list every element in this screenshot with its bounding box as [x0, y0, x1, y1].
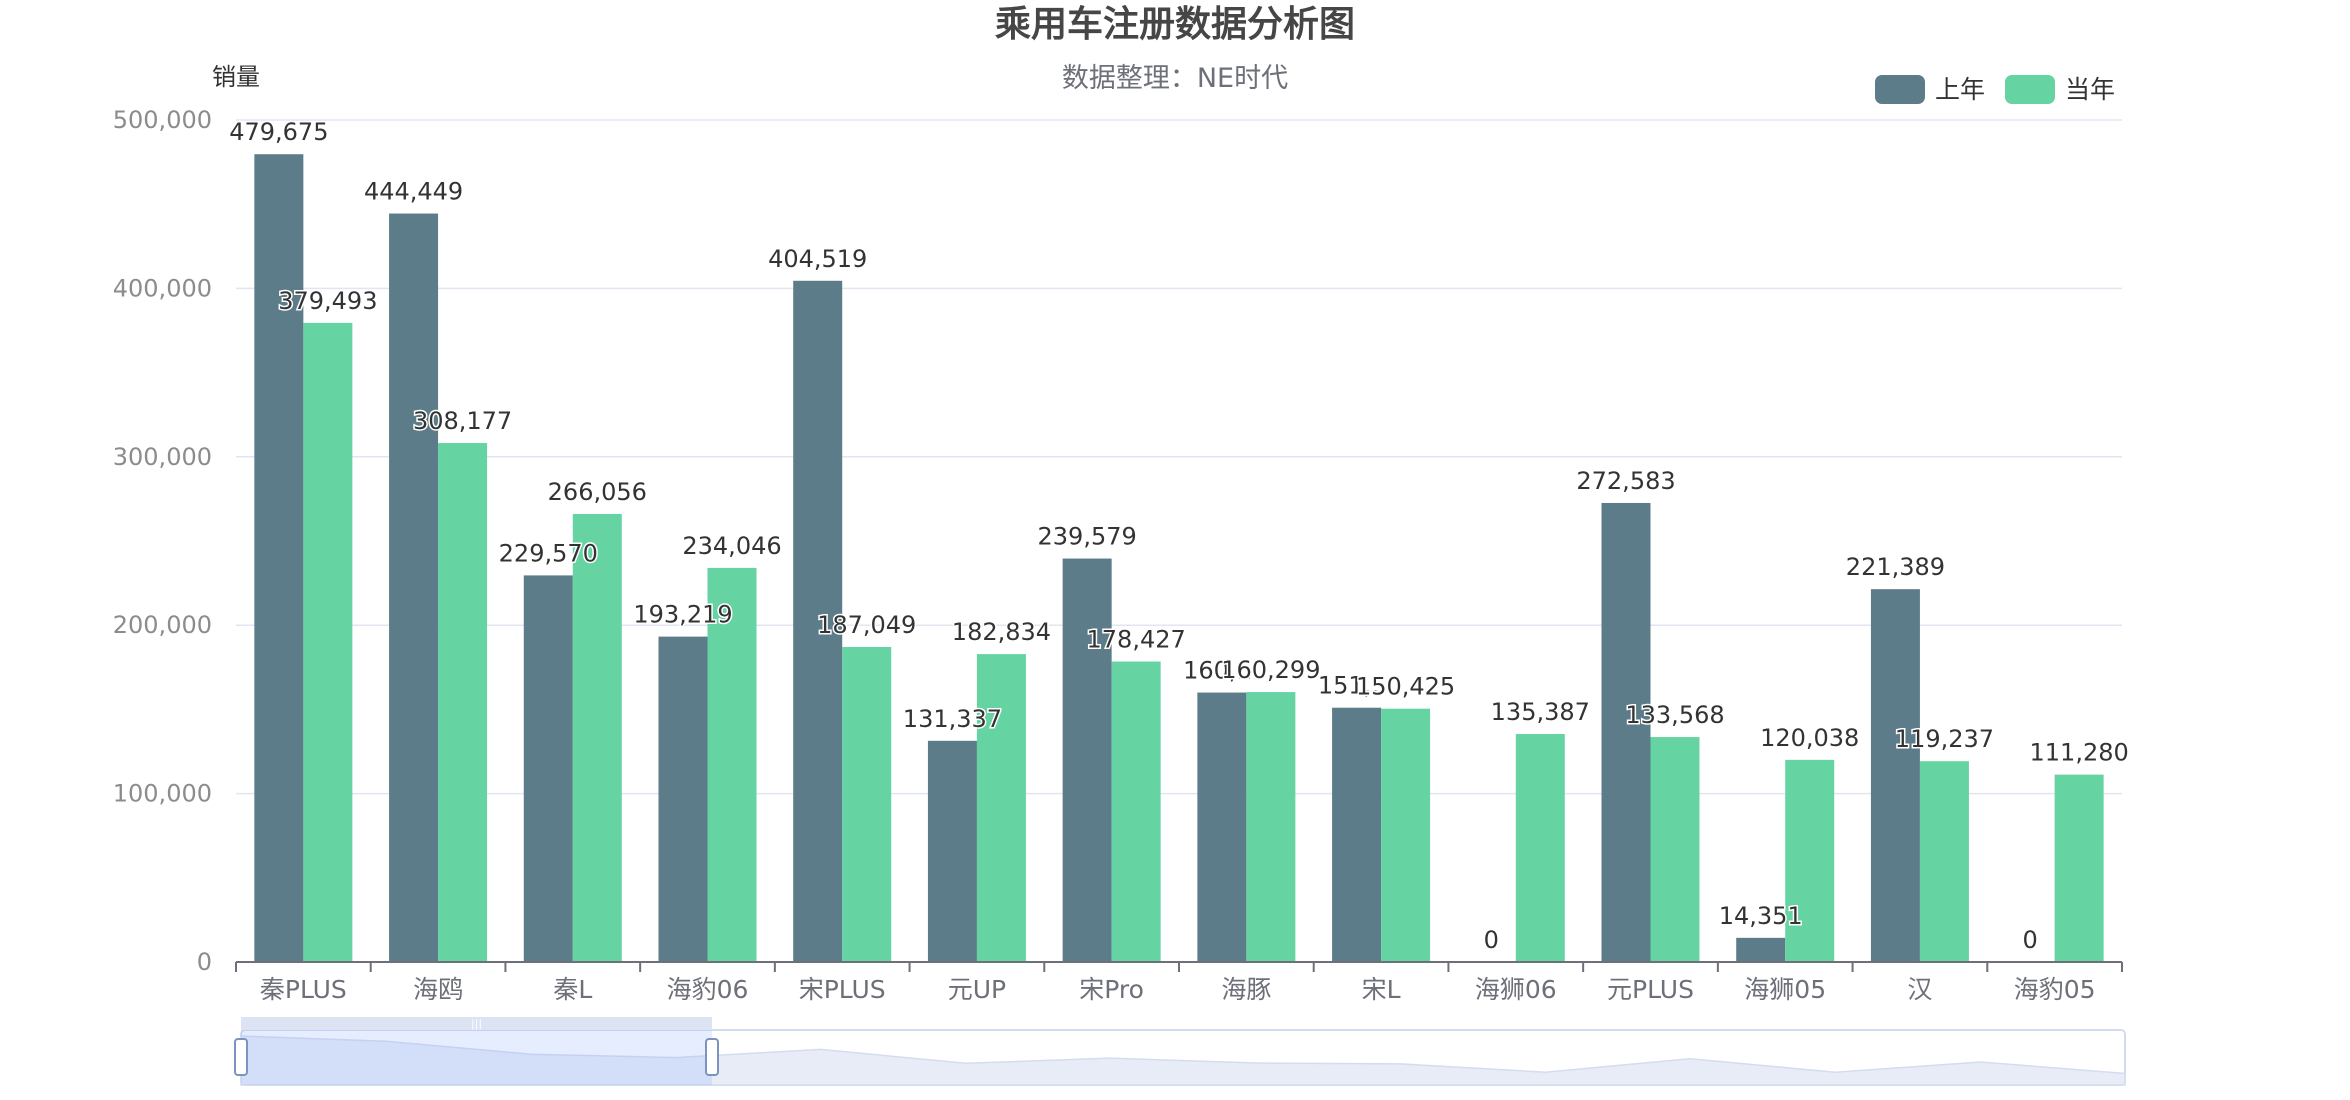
bar-当年[interactable] [1112, 662, 1161, 962]
legend-label[interactable]: 上年 [1935, 75, 1985, 104]
data-label: 479,675 [229, 118, 328, 146]
zoom-selected-window[interactable] [241, 1030, 712, 1085]
y-tick-label: 400,000 [113, 274, 212, 302]
data-label: 234,046 [682, 532, 781, 560]
chart-title: 乘用车注册数据分析图 [995, 4, 1355, 45]
bar-上年[interactable] [1197, 693, 1246, 962]
bar-当年[interactable] [977, 654, 1026, 962]
x-tick-label: 元PLUS [1607, 975, 1694, 1004]
x-tick-label: 秦PLUS [260, 975, 347, 1004]
bar-当年[interactable] [303, 323, 352, 962]
data-label: 160,299 [1221, 656, 1320, 684]
bar-当年[interactable] [842, 647, 891, 962]
x-tick-label: 秦L [553, 975, 592, 1004]
data-label: 187,049 [817, 611, 916, 639]
data-label: 111,280 [2030, 739, 2129, 767]
legend-label[interactable]: 当年 [2065, 75, 2115, 104]
x-tick-label: 海狮05 [1744, 975, 1826, 1004]
bar-上年[interactable] [1736, 938, 1785, 962]
y-tick-label: 0 [197, 948, 212, 976]
bar-上年[interactable] [1332, 708, 1381, 962]
bar-当年[interactable] [1246, 692, 1295, 962]
grip-icon: ||| [471, 1017, 482, 1030]
bar-当年[interactable] [1785, 760, 1834, 962]
data-label: 120,038 [1760, 724, 1859, 752]
bar-当年[interactable] [2055, 775, 2104, 962]
data-label: 308,177 [413, 407, 512, 435]
y-tick-label: 500,000 [113, 106, 212, 134]
legend-swatch[interactable] [1875, 75, 1925, 104]
data-label: 193,219 [633, 601, 732, 629]
legend[interactable]: 上年 当年 [1875, 75, 2115, 104]
bar-上年[interactable] [389, 214, 438, 962]
bar-当年[interactable] [573, 514, 622, 962]
y-tick-label: 300,000 [113, 443, 212, 471]
x-tick-label: 海豹06 [667, 975, 749, 1004]
data-label: 266,056 [548, 478, 647, 506]
bar-当年[interactable] [1516, 734, 1565, 962]
zoom-resize-handle[interactable] [706, 1039, 718, 1075]
bar-上年[interactable] [1063, 559, 1112, 962]
x-tick-label: 海豚 [1221, 975, 1271, 1004]
data-zoom-slider[interactable]: ||| [235, 1017, 2125, 1085]
x-tick-label: 海狮06 [1475, 975, 1557, 1004]
bar-当年[interactable] [1651, 737, 1700, 962]
x-tick-label: 元UP [948, 975, 1006, 1004]
data-label: 221,389 [1846, 553, 1945, 581]
grid-lines [236, 120, 2122, 794]
x-tick-label: 汉 [1907, 975, 1932, 1004]
data-label: 379,493 [278, 287, 377, 315]
y-axis-name: 销量 [212, 63, 260, 91]
data-labels: 479,675 444,449 229,570 193,219 404,519 131,3… [229, 118, 2129, 954]
data-label: 229,570 [499, 539, 598, 567]
x-tick-label: 宋L [1362, 975, 1401, 1004]
data-label: 239,579 [1038, 523, 1137, 551]
data-label: 444,449 [364, 178, 463, 206]
y-tick-label: 100,000 [113, 780, 212, 808]
data-label: 14,351 [1719, 902, 1803, 930]
data-label: 135,387 [1491, 698, 1590, 726]
bar-上年[interactable] [1871, 589, 1920, 962]
chart-subtitle: 数据整理：NE时代 [1062, 63, 1288, 94]
bar-当年[interactable] [1920, 761, 1969, 962]
x-tick-label: 宋PLUS [799, 975, 886, 1004]
data-label: 119,237 [1895, 725, 1994, 753]
bar-当年[interactable] [1381, 709, 1430, 962]
bar-上年[interactable] [928, 741, 977, 962]
data-label: 404,519 [768, 245, 867, 273]
data-label: 182,834 [952, 618, 1051, 646]
y-axis-ticks: 0 100,000 200,000 300,000 400,000 500,000 [113, 106, 212, 976]
bar-上年[interactable] [524, 575, 573, 962]
data-label: 0 [1484, 926, 1499, 954]
data-label: 150,425 [1356, 673, 1455, 701]
data-label: 131,337 [903, 705, 1002, 733]
bar-上年[interactable] [254, 154, 303, 962]
data-label: 133,568 [1625, 701, 1724, 729]
y-tick-label: 200,000 [113, 611, 212, 639]
data-label: 0 [2023, 926, 2038, 954]
zoom-resize-handle[interactable] [235, 1039, 247, 1075]
x-axis: 秦PLUS 海鸥 秦L 海豹06 宋PLUS 元UP 宋Pro 海豚 宋L 海狮06 元PLUS 海狮… [236, 962, 2122, 1004]
bar-上年[interactable] [659, 637, 708, 962]
x-tick-label: 海鸥 [413, 975, 463, 1004]
x-tick-label: 宋Pro [1079, 975, 1144, 1004]
bar-上年[interactable] [1602, 503, 1651, 962]
data-label: 178,427 [1087, 626, 1186, 654]
data-label: 272,583 [1576, 467, 1675, 495]
x-tick-label: 海豹05 [2014, 975, 2096, 1004]
legend-swatch[interactable] [2005, 75, 2055, 104]
bar-当年[interactable] [438, 443, 487, 962]
